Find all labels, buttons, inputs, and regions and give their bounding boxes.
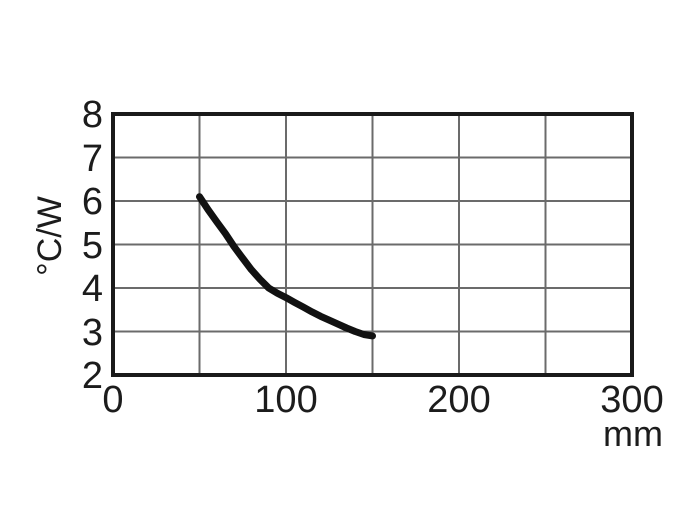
y-tick-label: 2: [81, 355, 103, 398]
plot-frame: [111, 112, 634, 377]
y-axis-unit-label: °C/W: [31, 196, 69, 276]
x-tick-label: 200: [427, 379, 491, 421]
y-tick-label: 6: [81, 181, 103, 224]
y-tick-label: 8: [81, 94, 103, 137]
thermal-resistance-vs-length-curve: [196, 193, 376, 340]
y-tick-label: 5: [81, 224, 103, 267]
x-axis-unit-label: mm: [603, 413, 663, 454]
y-tick-label: 7: [81, 137, 103, 180]
x-tick-label: 300: [600, 379, 664, 421]
x-tick-label: 0: [102, 379, 124, 421]
y-tick-label: 4: [81, 268, 103, 311]
y-tick-label: 3: [81, 311, 103, 354]
x-tick-label: 100: [254, 379, 318, 421]
